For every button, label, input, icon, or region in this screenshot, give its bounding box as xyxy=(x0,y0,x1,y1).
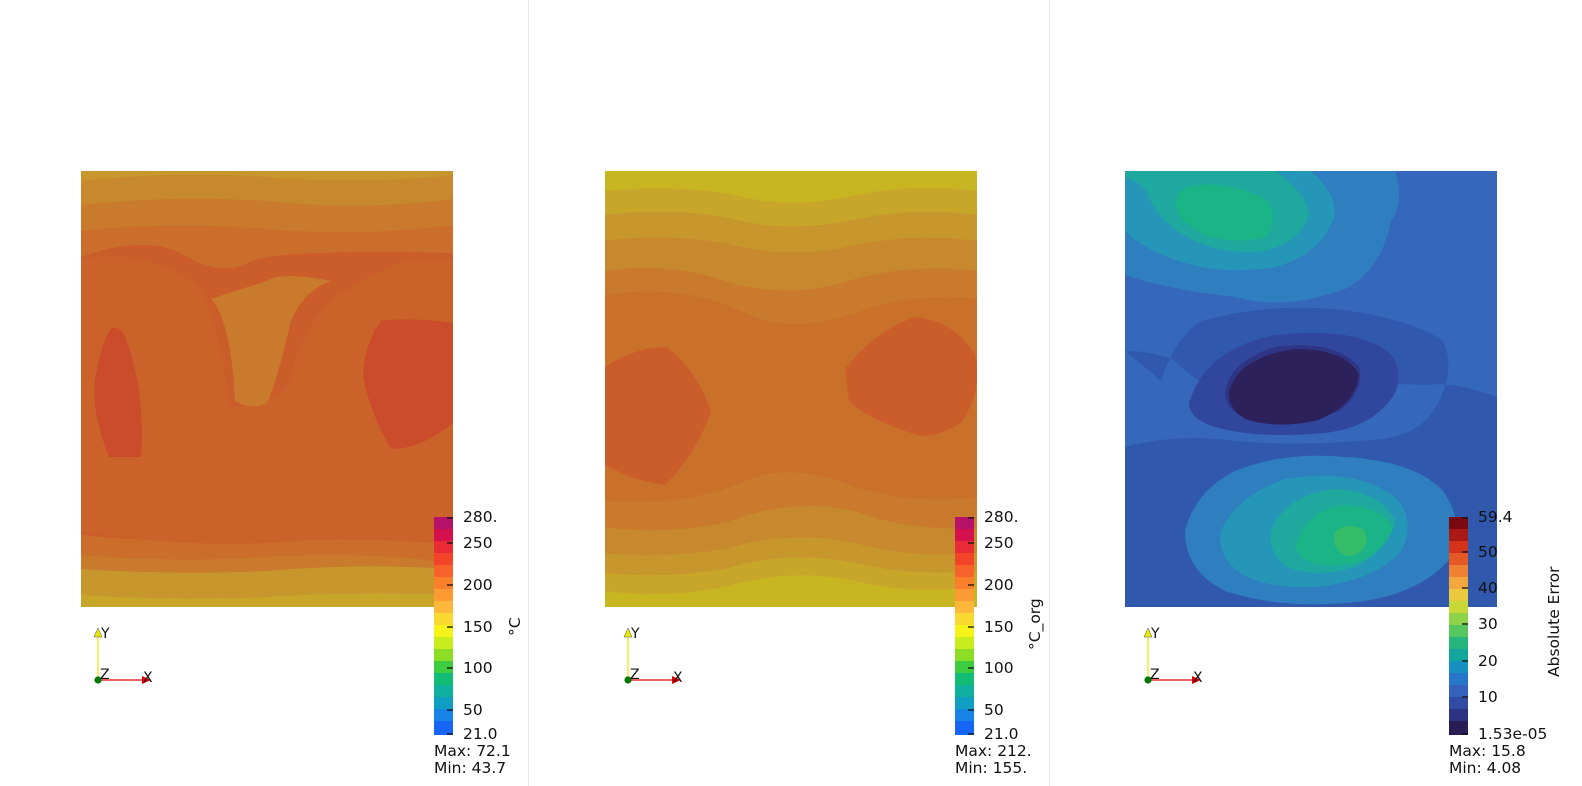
color-legend-bar xyxy=(434,517,453,735)
legend-tick-label: 150 xyxy=(984,618,1014,636)
viewport-predicted[interactable]: 280. 250 200 150 100 50 21.0 °C Max: 72.… xyxy=(0,0,528,786)
legend-tick-label: 21.0 xyxy=(984,725,1019,743)
legend-title: Absolute Error xyxy=(1545,566,1563,677)
legend-tick-label: 40 xyxy=(1478,579,1498,597)
legend-tick-label: 50 xyxy=(463,701,483,719)
legend-tick-label: 59.4 xyxy=(1478,508,1513,526)
legend-tick-label: 250 xyxy=(463,534,493,552)
viewport-divider[interactable] xyxy=(1049,0,1050,786)
legend-tick-label: 250 xyxy=(984,534,1014,552)
axis-label-y: Y xyxy=(1150,626,1160,642)
temperature-field-original xyxy=(605,171,977,607)
legend-tick-label: 21.0 xyxy=(463,725,498,743)
axis-label-z: Z xyxy=(1150,667,1160,683)
color-legend-bar xyxy=(1449,517,1468,735)
legend-title: °C xyxy=(506,617,524,636)
legend-tick-label: 1.53e-05 xyxy=(1478,725,1548,743)
legend-max: Max: 15.8 xyxy=(1449,742,1526,760)
orientation-axes: Y Z X xyxy=(93,626,153,686)
axis-label-z: Z xyxy=(100,667,110,683)
legend-tick-label: 280. xyxy=(984,508,1019,526)
viewport-divider[interactable] xyxy=(528,0,529,786)
legend-max: Max: 212. xyxy=(955,742,1032,760)
legend-min: Min: 4.08 xyxy=(1449,759,1522,777)
legend-tick-label: 30 xyxy=(1478,615,1498,633)
legend-tick-label: 200 xyxy=(463,576,493,594)
axis-label-y: Y xyxy=(630,626,640,642)
axis-label-x: X xyxy=(1193,670,1203,686)
legend-tick-label: 100 xyxy=(463,659,493,677)
legend-min: Min: 43.7 xyxy=(434,759,507,777)
viewport-error[interactable]: 59.4 50 40 30 20 10 1.53e-05 Absolute Er… xyxy=(1050,0,1582,786)
legend-tick-label: 50 xyxy=(984,701,1004,719)
color-legend-bar xyxy=(955,517,974,735)
legend-tick-label: 10 xyxy=(1478,688,1498,706)
axis-label-y: Y xyxy=(100,626,110,642)
axis-label-z: Z xyxy=(630,667,640,683)
temperature-field-predicted xyxy=(81,171,453,607)
legend-tick-label: 280. xyxy=(463,508,498,526)
viewport-original[interactable]: 280. 250 200 150 100 50 21.0 °C_org Max:… xyxy=(529,0,1049,786)
orientation-axes: Y Z X xyxy=(1143,626,1203,686)
legend-tick-label: 20 xyxy=(1478,652,1498,670)
error-field xyxy=(1125,171,1497,607)
legend-max: Max: 72.1 xyxy=(434,742,511,760)
legend-title: °C_org xyxy=(1026,598,1044,650)
legend-tick-label: 150 xyxy=(463,618,493,636)
legend-tick-label: 100 xyxy=(984,659,1014,677)
legend-tick-label: 50 xyxy=(1478,543,1498,561)
legend-tick-label: 200 xyxy=(984,576,1014,594)
axis-label-x: X xyxy=(143,670,153,686)
axis-label-x: X xyxy=(673,670,683,686)
legend-min: Min: 155. xyxy=(955,759,1028,777)
orientation-axes: Y Z X xyxy=(623,626,683,686)
